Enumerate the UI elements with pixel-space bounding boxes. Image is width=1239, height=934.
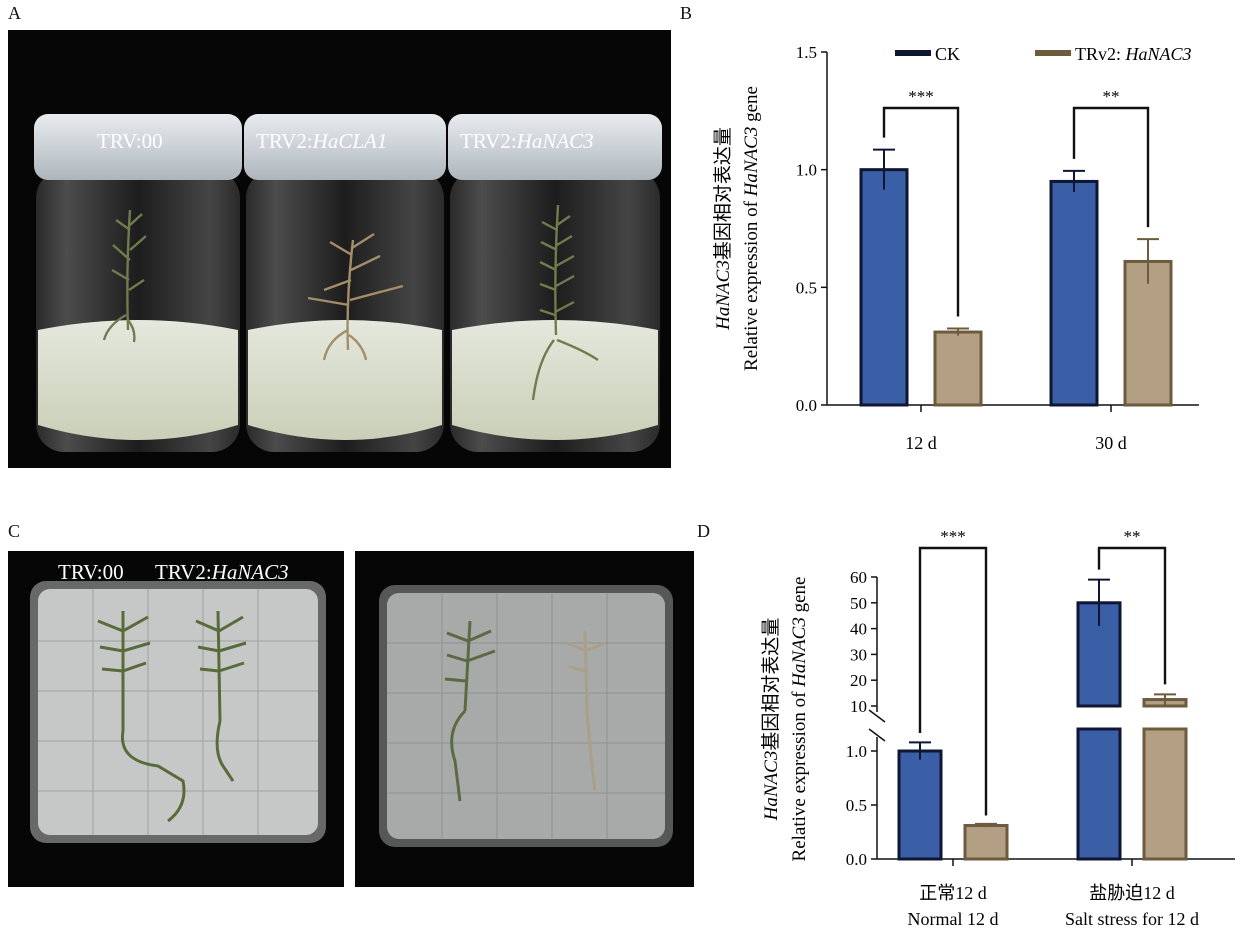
bar — [963, 824, 1009, 861]
x-tick-label: 30 d — [1095, 433, 1127, 453]
jar-2 — [244, 114, 446, 452]
y-tick-label: 0.5 — [846, 796, 867, 815]
chart-d: HaNAC3基因相对表达量 Relative expression of HaNA… — [760, 527, 1235, 929]
jar-1 — [34, 114, 242, 452]
jar-label-trv00: TRV:00 — [97, 129, 163, 153]
panel-label-b: B — [680, 3, 693, 23]
panel-label-c: C — [8, 521, 21, 541]
y-axis-title-line1: HaNAC3基因相对表达量 — [760, 618, 782, 822]
bar — [1123, 259, 1173, 407]
photo-plate-right — [355, 551, 694, 887]
significance-bracket — [1072, 106, 1150, 228]
y-axis-title-line2: Relative expression of HaNAC3 gene — [741, 86, 762, 371]
x-tick-label-cn: 正常12 d — [919, 883, 987, 903]
y-axis-title: HaNAC3基因相对表达量 Relative expression of HaNA… — [712, 86, 762, 371]
plate-right-illustration — [379, 585, 673, 847]
legend-label: CK — [935, 44, 960, 64]
y-tick-label: 1.5 — [796, 43, 817, 62]
y-tick-label: 1.0 — [846, 742, 867, 761]
y-tick-label: 30 — [850, 645, 867, 664]
plate-label-hanac3: TRV2:HaNAC3 — [155, 560, 289, 584]
y-tick-label: 0.5 — [796, 278, 817, 297]
significance-label: *** — [908, 87, 934, 106]
plate-label-trv00: TRV:00 — [58, 560, 124, 584]
photo-plate-left: TRV:00 TRV2:HaNAC3 — [8, 551, 344, 887]
significance-label: ** — [1103, 87, 1120, 106]
y-tick-label: 10 — [850, 697, 867, 716]
axis-break-mark — [868, 709, 886, 723]
plate-left-illustration: TRV:00 TRV2:HaNAC3 — [30, 560, 326, 843]
x-tick-label: 12 d — [905, 433, 937, 453]
bar — [1049, 179, 1099, 407]
jars-illustration: TRV:00 TRV2:HaCLA1 TRV2:HaNAC3 — [34, 114, 662, 452]
y-axis-title-line2: Relative expression of HaNAC3 gene — [789, 577, 810, 862]
axis-break-mark — [868, 728, 886, 742]
bar — [897, 749, 943, 861]
legend-label: TRv2: HaNAC3 — [1075, 44, 1192, 64]
y-axis-title: HaNAC3基因相对表达量 Relative expression of HaNA… — [760, 577, 810, 862]
y-tick-label: 60 — [850, 568, 867, 587]
y-tick-label: 20 — [850, 671, 867, 690]
panel-label-d: D — [697, 521, 710, 541]
y-tick-label: 50 — [850, 594, 867, 613]
chart-b: HaNAC3基因相对表达量 Relative expression of HaNA… — [712, 43, 1199, 453]
x-tick-label-en: Normal 12 d — [908, 909, 999, 929]
bar-lower-segment — [1076, 727, 1122, 861]
significance-label: *** — [940, 527, 966, 546]
y-tick-label: 0.0 — [846, 850, 867, 869]
bar — [859, 168, 909, 407]
x-tick-label-cn: 盐胁迫12 d — [1089, 883, 1175, 903]
y-tick-label: 0.0 — [796, 396, 817, 415]
jar-label-haclA1: TRV2:HaCLA1 — [256, 129, 387, 153]
y-axis-title-line1: HaNAC3基因相对表达量 — [712, 127, 734, 331]
photo-jars: TRV:00 TRV2:HaCLA1 TRV2:HaNAC3 — [8, 30, 671, 468]
jar-label-hanac3: TRV2:HaNAC3 — [460, 129, 594, 153]
x-tick-label-en: Salt stress for 12 d — [1065, 909, 1199, 929]
significance-bracket — [918, 546, 988, 816]
y-tick-label: 1.0 — [796, 161, 817, 180]
jar-3 — [448, 114, 662, 452]
bar-lower-segment — [1142, 727, 1188, 861]
significance-label: ** — [1124, 527, 1141, 546]
significance-bracket — [1097, 546, 1167, 685]
panel-label-a: A — [8, 3, 21, 23]
y-tick-label: 40 — [850, 620, 867, 639]
significance-bracket — [882, 106, 960, 317]
bar — [933, 330, 983, 407]
